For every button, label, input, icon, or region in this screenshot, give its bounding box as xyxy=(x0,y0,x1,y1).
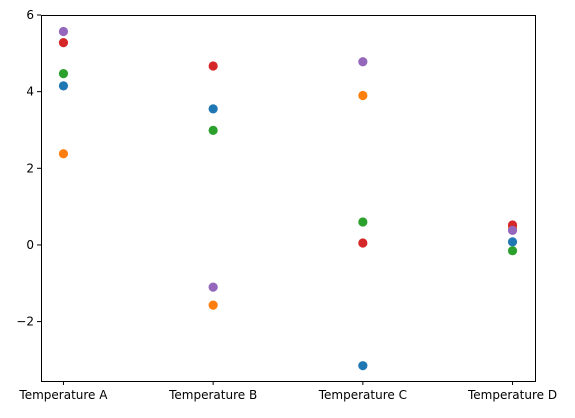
x-tick-label: Temperature A xyxy=(18,388,108,402)
x-tick-label: Temperature C xyxy=(318,388,407,402)
data-point-series-2 xyxy=(358,90,368,101)
plot-frame xyxy=(41,15,536,382)
x-tick-label: Temperature B xyxy=(168,388,257,402)
y-tick-label: 2 xyxy=(26,161,34,175)
data-point-series-3 xyxy=(58,69,69,79)
data-point-series-1 xyxy=(507,237,518,247)
data-point-series-5 xyxy=(358,57,368,67)
data-point-series-4 xyxy=(358,238,368,248)
y-tick-label: −2 xyxy=(16,315,34,329)
data-point-series-4 xyxy=(58,37,69,48)
y-tick-label: 0 xyxy=(26,238,34,252)
data-point-series-4 xyxy=(208,61,218,71)
data-point-series-3 xyxy=(208,125,218,135)
data-point-series-2 xyxy=(58,149,69,159)
data-point-series-3 xyxy=(507,246,518,256)
data-point-series-5 xyxy=(507,225,518,235)
data-point-series-2 xyxy=(208,300,218,310)
x-tick-label: Temperature D xyxy=(467,388,557,402)
data-point-series-1 xyxy=(358,361,368,371)
axis-ticks: Temperature A Temperature B Temperature C T… xyxy=(16,8,557,402)
y-tick-label: 6 xyxy=(26,8,34,22)
data-point-series-1 xyxy=(58,81,69,91)
data-point-series-5 xyxy=(58,26,69,37)
data-point-series-1 xyxy=(208,104,218,114)
data-points xyxy=(58,26,518,371)
data-point-series-3 xyxy=(358,217,368,227)
y-tick-label: 4 xyxy=(26,85,34,99)
data-point-series-5 xyxy=(208,282,218,292)
